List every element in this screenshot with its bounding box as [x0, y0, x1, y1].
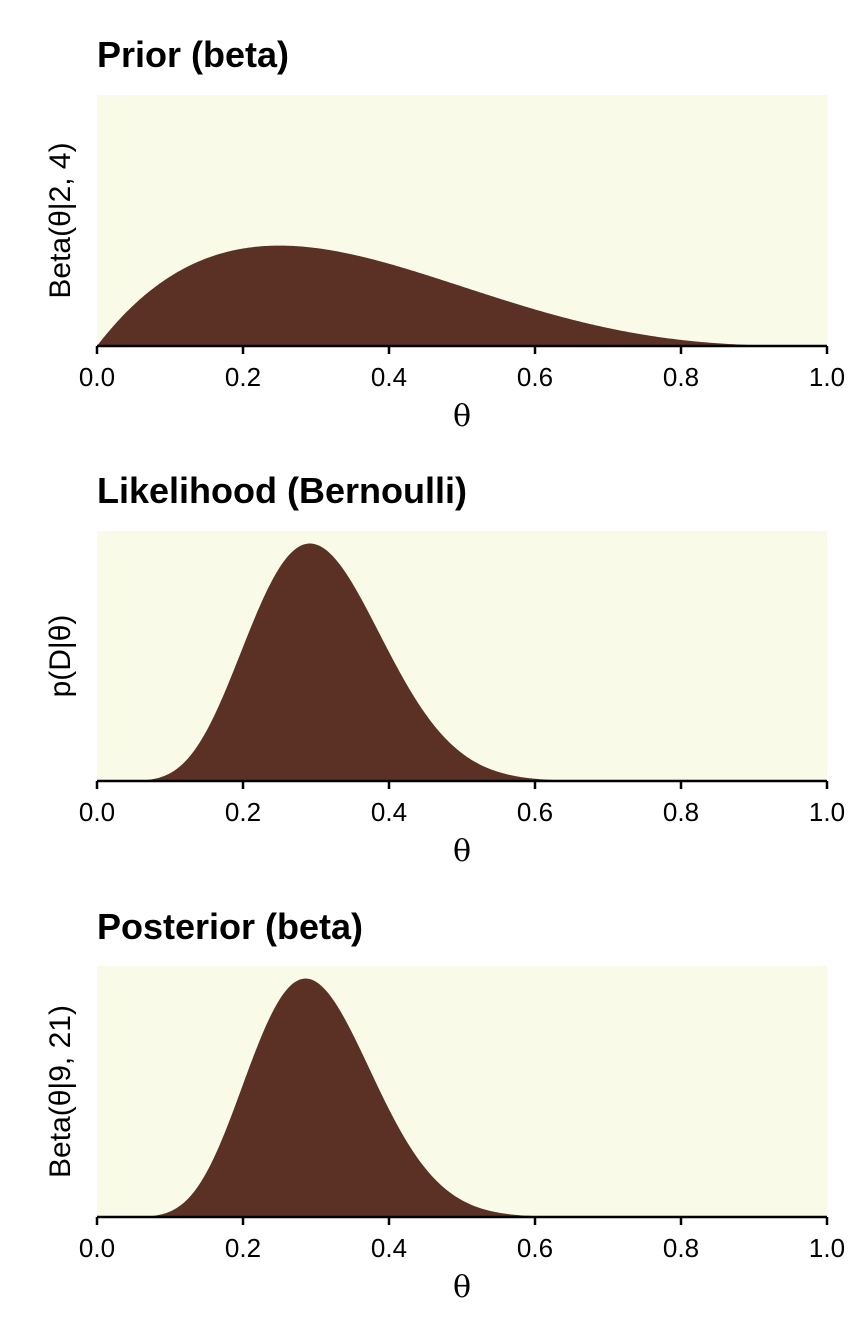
- x-tick-label: 0.0: [79, 797, 115, 827]
- x-tick-label: 0.6: [517, 1233, 553, 1263]
- x-axis-label: θ: [453, 399, 471, 434]
- x-tick-label: 0.8: [663, 797, 699, 827]
- panel-2: Likelihood (Bernoulli) 0.0 0.2 0.4 0.6 0.8 1.0…: [44, 470, 845, 869]
- x-tick-label: 0.4: [371, 362, 407, 392]
- panel-title: Posterior (beta): [97, 906, 363, 947]
- x-tick-label: 0.4: [371, 797, 407, 827]
- panel-1: Prior (beta) 0.0 0.2 0.4 0.6 0.8 1.0 θ Beta(θ|2,…: [44, 34, 845, 434]
- x-tick-label: 0.8: [663, 1233, 699, 1263]
- density-area: [97, 543, 827, 781]
- x-tick-label: 1.0: [809, 797, 845, 827]
- panel-title: Prior (beta): [97, 34, 289, 75]
- x-tick-label: 0.6: [517, 362, 553, 392]
- y-axis-label: Beta(θ|9, 21): [44, 1005, 77, 1178]
- x-axis-label: θ: [453, 834, 471, 869]
- panel-3: Posterior (beta) 0.0 0.2 0.4 0.6 0.8 1.0 θ Beta(…: [44, 906, 845, 1305]
- panel-title: Likelihood (Bernoulli): [97, 470, 467, 511]
- x-tick-label: 0.0: [79, 1233, 115, 1263]
- x-tick-label: 1.0: [809, 1233, 845, 1263]
- density-area: [97, 245, 827, 346]
- x-tick-label: 0.2: [225, 1233, 261, 1263]
- x-axis-label: θ: [453, 1270, 471, 1305]
- x-tick-label: 0.8: [663, 362, 699, 392]
- x-tick-label: 1.0: [809, 362, 845, 392]
- density-area: [97, 978, 827, 1217]
- x-tick-label: 0.2: [225, 362, 261, 392]
- x-tick-label: 0.0: [79, 362, 115, 392]
- y-axis-label: Beta(θ|2, 4): [44, 142, 77, 298]
- x-tick-label: 0.2: [225, 797, 261, 827]
- x-tick-label: 0.6: [517, 797, 553, 827]
- x-tick-label: 0.4: [371, 1233, 407, 1263]
- y-axis-label: p(D|θ): [44, 615, 77, 698]
